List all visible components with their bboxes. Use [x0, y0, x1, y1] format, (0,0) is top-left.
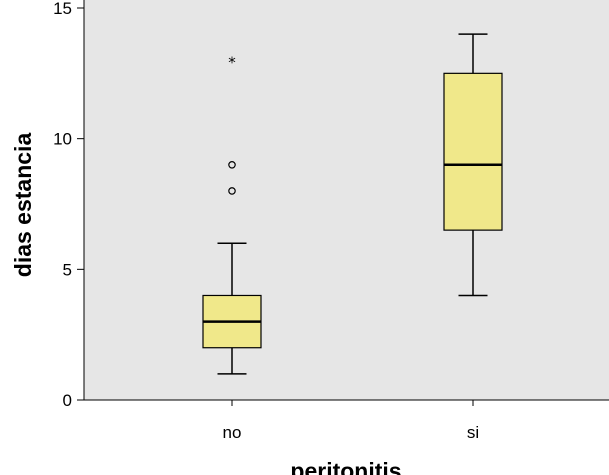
box-si	[443, 33, 503, 297]
y-tick-label: 0	[63, 391, 72, 410]
y-axis-ticks: 0 5 10 15 no si	[53, 0, 479, 442]
y-tick-label: 5	[63, 260, 72, 279]
x-tick-label: si	[467, 423, 479, 442]
y-tick-label: 10	[53, 130, 72, 149]
iqr-box	[443, 72, 503, 231]
box-series: *	[202, 33, 503, 375]
box-no: *	[202, 53, 262, 375]
outlier-point	[228, 187, 236, 195]
y-tick-label: 15	[53, 0, 72, 18]
x-axis-title: peritonitis	[290, 458, 401, 475]
plot-area	[84, 0, 609, 400]
extreme-point: *	[228, 53, 236, 71]
y-axis-title: dias estancia	[10, 133, 36, 278]
outlier-point	[228, 161, 236, 169]
x-tick-label: no	[223, 423, 242, 442]
